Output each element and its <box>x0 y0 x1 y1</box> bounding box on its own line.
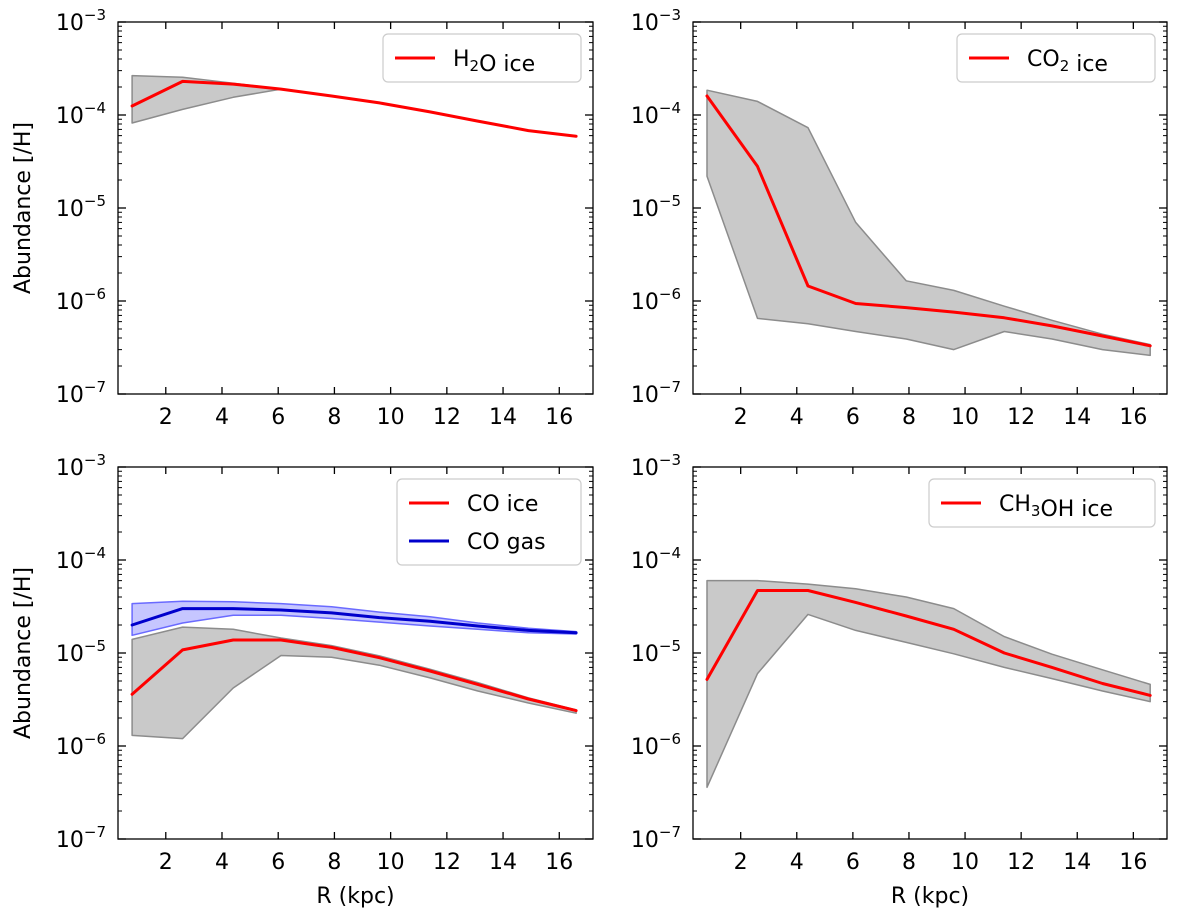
x-tick-label: 14 <box>1063 405 1091 430</box>
y-tick-label: 10−5 <box>631 637 681 667</box>
y-axis-label: Abundance [/H] <box>11 122 36 294</box>
series-line <box>705 94 1152 348</box>
x-tick-label: 6 <box>846 850 860 875</box>
x-tick-label: 2 <box>159 850 173 875</box>
x-tick-label: 8 <box>902 850 916 875</box>
x-tick-label: 16 <box>545 850 573 875</box>
y-tick-label: 10−5 <box>56 637 106 667</box>
legend: CO ice CO gas <box>396 478 582 566</box>
y-tick-label: 10−3 <box>56 6 106 36</box>
chart-panel-top-left: 2 4 6 8 10 12 14 16 10−7 10−6 10−5 10−4 10−3 Abundanc… <box>11 6 594 430</box>
x-tick-label: 14 <box>489 405 517 430</box>
y-tick-label: 10−6 <box>56 285 106 315</box>
chart-panel-bottom-right: 2 4 6 8 10 12 14 16 10−7 10−6 10−5 10−4 10−3 R (kpc) C… <box>631 451 1168 909</box>
legend-label: CO2 ice <box>1027 47 1108 77</box>
x-axis-label: R (kpc) <box>316 884 394 909</box>
x-tick-label: 4 <box>215 405 229 430</box>
y-tick-label: 10−7 <box>56 823 106 853</box>
y-tick-label: 10−7 <box>56 378 106 408</box>
y-tick-label: 10−4 <box>56 99 106 129</box>
legend-label: H2O ice <box>453 47 535 77</box>
x-tick-label: 10 <box>951 405 979 430</box>
y-axis-label: Abundance [/H] <box>11 567 36 739</box>
legend-label: CH3OH ice <box>999 492 1113 522</box>
x-tick-label: 16 <box>545 405 573 430</box>
x-tick-label: 16 <box>1119 405 1147 430</box>
x-tick-label: 6 <box>271 405 285 430</box>
series-line <box>130 79 578 138</box>
legend-box <box>396 478 582 566</box>
x-tick-label: 2 <box>159 405 173 430</box>
legend-label: CO gas <box>467 530 546 555</box>
y-tick-label: 10−4 <box>56 544 106 574</box>
x-tick-label: 2 <box>734 850 748 875</box>
y-tick-label: 10−4 <box>631 544 681 574</box>
legend-box <box>956 33 1156 83</box>
y-tick-label: 10−6 <box>631 285 681 315</box>
x-tick-label: 10 <box>951 850 979 875</box>
x-tick-label: 8 <box>327 850 341 875</box>
x-tick-label: 8 <box>327 405 341 430</box>
y-tick-label: 10−3 <box>56 451 106 481</box>
legend: CH3OH ice <box>928 478 1156 528</box>
x-tick-label: 14 <box>489 850 517 875</box>
y-tick-label: 10−3 <box>631 6 681 36</box>
x-tick-label: 12 <box>433 850 461 875</box>
x-tick-label: 4 <box>790 850 804 875</box>
legend-box <box>382 33 582 83</box>
series-line <box>130 607 578 635</box>
x-tick-label: 10 <box>377 850 405 875</box>
y-tick-label: 10−7 <box>631 823 681 853</box>
chart-panel-top-right: 2 4 6 8 10 12 14 16 10−7 10−6 10−5 10−4 10−3 CO2 ice <box>631 6 1168 430</box>
y-tick-label: 10−7 <box>631 378 681 408</box>
y-tick-label: 10−6 <box>631 730 681 760</box>
legend-box <box>928 478 1156 528</box>
x-tick-label: 6 <box>846 405 860 430</box>
x-tick-label: 12 <box>1007 850 1035 875</box>
x-tick-label: 16 <box>1119 850 1147 875</box>
uncertainty-band <box>706 579 1151 789</box>
x-tick-label: 8 <box>902 405 916 430</box>
x-tick-label: 4 <box>215 850 229 875</box>
uncertainty-band <box>706 89 1151 357</box>
x-tick-label: 4 <box>790 405 804 430</box>
y-tick-label: 10−5 <box>631 192 681 222</box>
legend: H2O ice <box>382 33 582 83</box>
x-tick-label: 12 <box>1007 405 1035 430</box>
y-tick-label: 10−3 <box>631 451 681 481</box>
series-line <box>130 638 578 713</box>
uncertainty-band <box>131 626 577 740</box>
legend: CO2 ice <box>956 33 1156 83</box>
y-tick-label: 10−5 <box>56 192 106 222</box>
legend-label: CO ice <box>467 492 538 517</box>
x-tick-label: 2 <box>734 405 748 430</box>
x-tick-label: 14 <box>1063 850 1091 875</box>
y-tick-label: 10−4 <box>631 99 681 129</box>
x-tick-label: 6 <box>271 850 285 875</box>
y-tick-label: 10−6 <box>56 730 106 760</box>
x-tick-label: 12 <box>433 405 461 430</box>
x-axis-label: R (kpc) <box>891 884 969 909</box>
chart-panel-bottom-left: 2 4 6 8 10 12 14 16 10−7 10−6 10−5 10−4 10−3 Abundanc… <box>11 451 594 909</box>
series-line <box>705 589 1152 697</box>
x-tick-label: 10 <box>377 405 405 430</box>
